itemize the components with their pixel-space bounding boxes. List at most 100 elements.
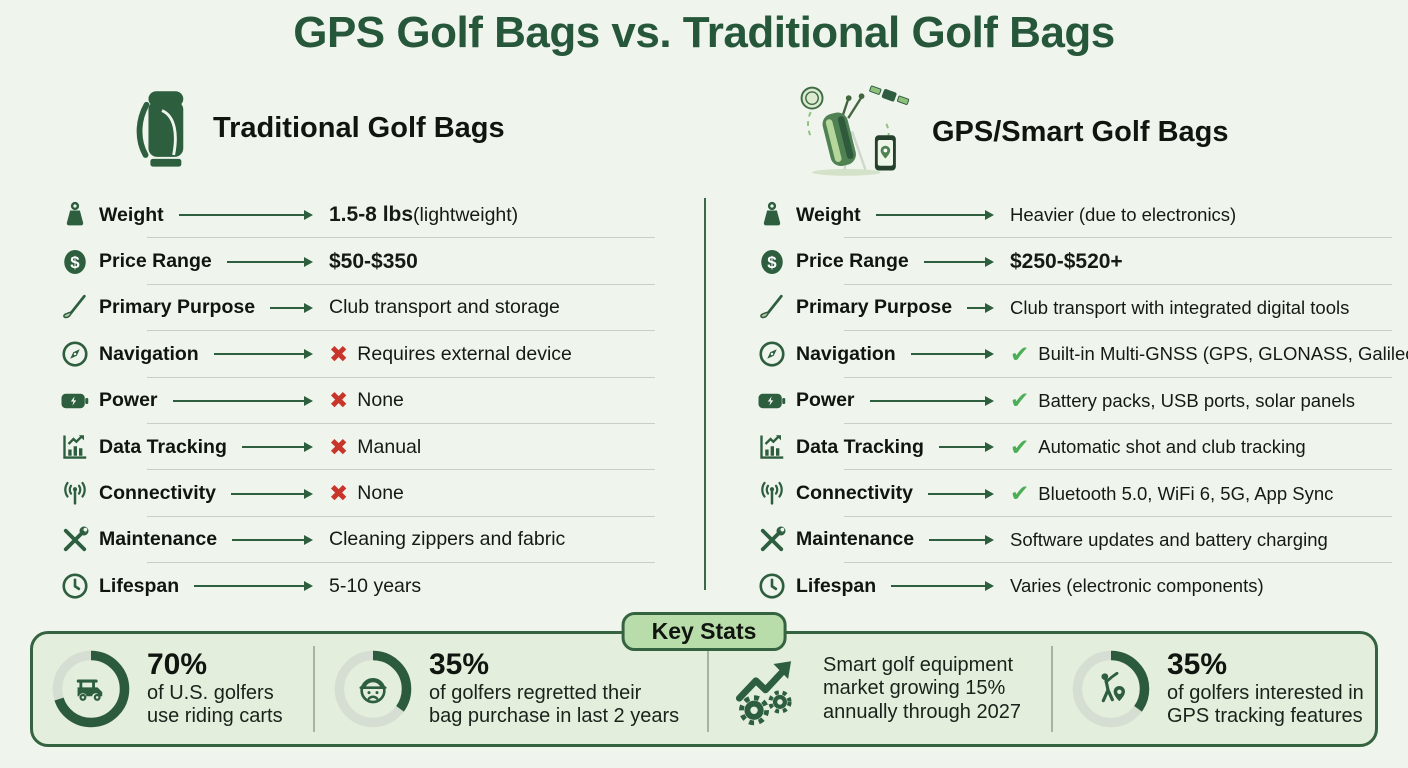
arrow-connector (875, 210, 995, 221)
arrow-connector (929, 534, 994, 545)
arrow-connector (226, 256, 314, 267)
arrow-connector (910, 349, 995, 360)
row-value: ✔ Battery packs, USB ports, solar panels (1010, 387, 1355, 414)
stat-riding-carts: 70% of U.S. golfers use riding carts (33, 646, 315, 732)
row-label: Power (796, 389, 855, 412)
row-label: Connectivity (99, 482, 217, 505)
check-mark-icon: ✔ (1010, 480, 1030, 507)
tools-icon (752, 525, 792, 555)
stat-number: 35% (1167, 648, 1228, 682)
row-label: Lifespan (796, 574, 877, 597)
stat-number: 70% (147, 648, 208, 682)
row-value: Heavier (due to electronics) (1010, 204, 1237, 226)
table-row: Primary Purpose Club transport and stora… (55, 285, 655, 332)
table-row: Maintenance Cleaning zippers and fabric (55, 517, 655, 564)
stat-bag-regret: 35% of golfers regretted their bag purch… (315, 646, 709, 732)
row-label: Maintenance (99, 528, 218, 551)
compass-icon (55, 339, 95, 369)
column-divider (704, 198, 706, 590)
x-mark-icon: ✖ (329, 480, 349, 507)
arrow-connector (178, 210, 314, 221)
stat-line: of golfers regretted their (429, 681, 642, 704)
progress-ring (49, 647, 133, 731)
table-row: Power ✔ Battery packs, USB ports, solar p… (752, 378, 1392, 425)
arrow-connector (241, 442, 314, 453)
stat-line: annually through 2027 (823, 700, 1021, 723)
check-mark-icon: ✔ (1010, 387, 1030, 414)
row-value: 1.5-8 lbs (lightweight) (329, 203, 519, 227)
dollar-icon (752, 247, 792, 277)
row-value: 5-10 years (329, 574, 422, 597)
row-value: ✔ Built-in Multi-GNSS (GPS, GLONASS, Gali… (1010, 340, 1408, 367)
smart-column-header: GPS/Smart Golf Bags (790, 80, 1229, 185)
table-row: Data Tracking ✖ Manual (55, 424, 655, 471)
bar-chart-icon (55, 432, 95, 462)
stat-line: GPS tracking features (1167, 705, 1363, 728)
progress-ring (1069, 647, 1153, 731)
key-stats-badge: Key Stats (621, 612, 787, 651)
dollar-icon (55, 247, 95, 277)
arrow-connector (232, 534, 313, 545)
table-row: Navigation ✖ Requires external device (55, 331, 655, 378)
stat-line: market growing 15% (823, 677, 1006, 700)
table-row: Connectivity ✔ Bluetooth 5.0, WiFi 6, 5G,… (752, 470, 1392, 518)
row-label: Price Range (796, 250, 909, 273)
table-row: Maintenance Software updates and battery… (752, 517, 1392, 564)
row-label: Lifespan (99, 574, 180, 597)
row-label: Maintenance (796, 528, 915, 551)
table-row: Navigation ✔ Built-in Multi-GNSS (GPS, GL… (752, 331, 1408, 378)
table-row: Primary Purpose Club transport with inte… (752, 285, 1392, 332)
row-label: Data Tracking (796, 435, 924, 458)
row-label: Primary Purpose (99, 296, 256, 319)
row-value: ✖ None (329, 387, 404, 414)
stat-line: of golfers interested in (1167, 681, 1364, 704)
check-mark-icon: ✔ (1010, 340, 1030, 367)
golf-club-icon (752, 293, 792, 323)
row-label: Navigation (796, 342, 896, 365)
compass-icon (752, 339, 792, 369)
antenna-signal-icon (752, 479, 792, 509)
stat-number: 35% (429, 648, 490, 682)
clock-icon (55, 571, 95, 601)
battery-icon (752, 386, 792, 416)
bar-chart-icon (752, 432, 792, 462)
smart-column-title: GPS/Smart Golf Bags (932, 116, 1229, 148)
traditional-column-title: Traditional Golf Bags (213, 112, 505, 144)
golf-club-icon (55, 293, 95, 323)
row-value: Club transport with integrated digital t… (1010, 296, 1350, 318)
traditional-rows: Weight 1.5-8 lbs (lightweight) Price Ran… (55, 192, 655, 610)
arrow-connector (270, 302, 313, 313)
row-label: Weight (796, 203, 861, 226)
weight-icon (752, 200, 792, 230)
battery-icon (55, 386, 95, 416)
table-row: Data Tracking ✔ Automatic shot and club t… (752, 424, 1392, 471)
traditional-column-header: Traditional Golf Bags (133, 80, 505, 177)
row-value: Club transport and storage (329, 296, 560, 319)
table-row: Lifespan Varies (electronic components) (752, 563, 1392, 609)
key-stats-bar: Key Stats 70% of U.S. golfers use riding… (30, 612, 1378, 747)
clock-icon (752, 571, 792, 601)
row-label: Data Tracking (99, 435, 227, 458)
table-row: Weight 1.5-8 lbs (lightweight) (55, 192, 655, 239)
row-value: ✖ None (329, 480, 404, 507)
stat-market-growth: Smart golf equipment market growing 15% … (709, 646, 1053, 732)
golf-cart-icon (49, 647, 133, 731)
row-label: Weight (99, 203, 164, 226)
table-row: Connectivity ✖ None (55, 470, 655, 518)
row-value: Software updates and battery charging (1010, 528, 1328, 550)
progress-ring (331, 647, 415, 731)
row-value: Cleaning zippers and fabric (329, 528, 566, 551)
arrow-connector (194, 581, 313, 592)
arrow-connector (938, 442, 995, 453)
weight-icon (55, 200, 95, 230)
check-mark-icon: ✔ (1010, 433, 1030, 460)
arrow-connector (967, 302, 994, 313)
row-label: Price Range (99, 250, 212, 273)
arrow-connector (231, 488, 313, 499)
row-value: ✔ Automatic shot and club tracking (1010, 433, 1306, 460)
arrow-connector (172, 395, 314, 406)
arrow-connector (923, 256, 995, 267)
table-row: Power ✖ None (55, 378, 655, 425)
arrow-connector (869, 395, 995, 406)
smart-rows: Weight Heavier (due to electronics) Pric… (752, 192, 1408, 610)
